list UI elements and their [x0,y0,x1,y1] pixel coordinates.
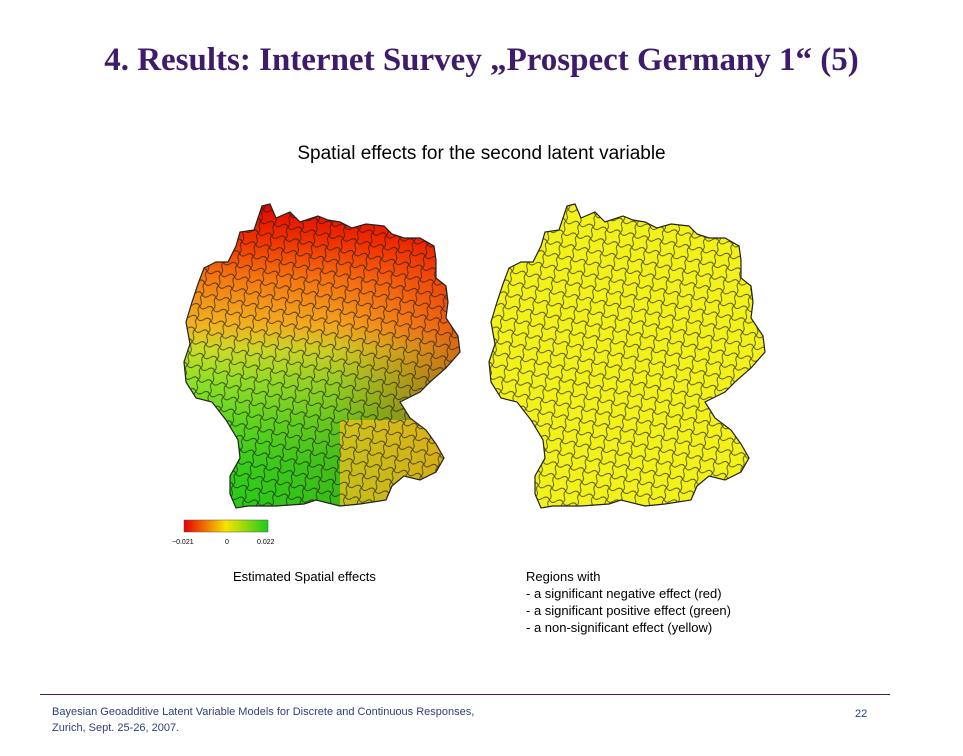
caption-line: - a significant positive effect (green) [526,603,731,618]
legend-min-label: −0.021 [172,539,194,546]
caption-line: - a non-significant effect (yellow) [526,620,713,635]
slide-subtitle: Spatial effects for the second latent va… [297,143,666,164]
estimated-effects-map [183,203,461,509]
maps-figure: −0.021 0 0.022 [172,203,766,546]
legend-mid-label: 0 [225,539,229,546]
estimated-effects-caption: Estimated Spatial effects [233,569,376,584]
color-legend: −0.021 0 0.022 [172,519,275,546]
footer-text: Bayesian Geoadditive Latent Variable Mod… [52,704,474,736]
footer-line-1: Bayesian Geoadditive Latent Variable Mod… [52,706,475,718]
legend-max-label: 0.022 [257,539,275,546]
footer-line-2: Zurich, Sept. 25-26, 2007. [52,722,180,734]
legend-color-bar [183,519,269,533]
footer-divider [40,694,890,695]
slide-title: 4. Results: Internet Survey „Prospect Ge… [104,42,859,78]
significance-map [488,203,766,509]
caption-line: - a significant negative effect (red) [526,586,722,601]
caption-line: Regions with [526,569,601,584]
significance-caption: Regions with - a significant negative ef… [526,568,731,636]
page-number: 22 [855,708,868,720]
